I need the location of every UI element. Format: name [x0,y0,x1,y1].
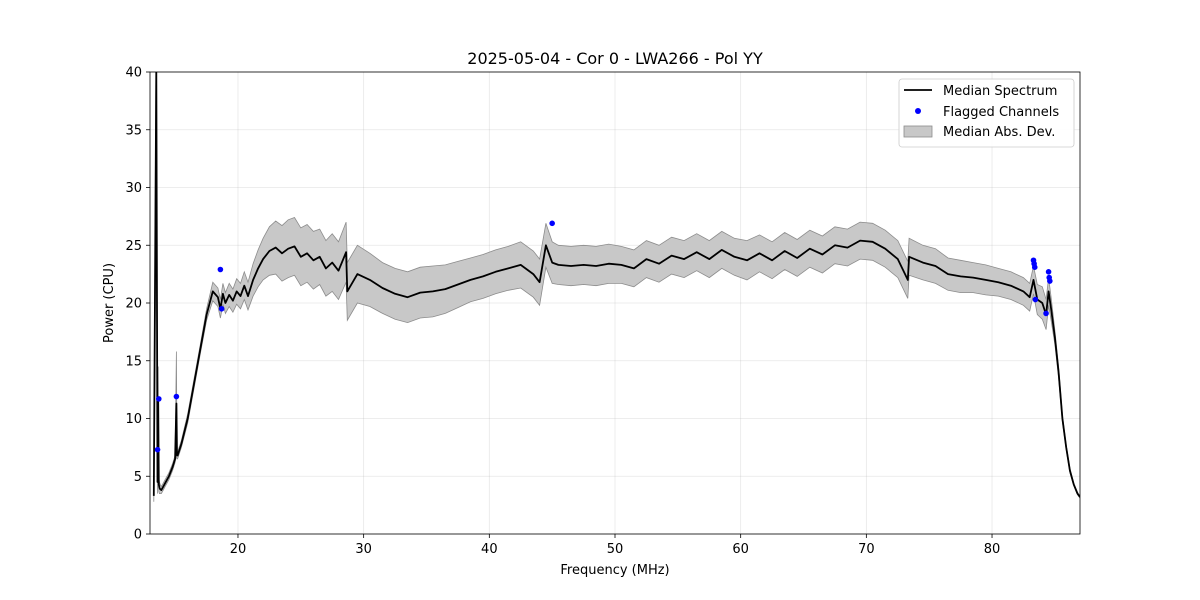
x-tick-label: 50 [607,542,624,557]
y-axis-label: Power (CPU) [102,263,117,343]
flagged-channel-point [1043,310,1049,317]
x-axis-ticks: 20 30 40 50 60 70 80 [230,534,1001,557]
median-abs-dev-band [153,72,1080,502]
y-tick-label: 10 [125,412,142,427]
x-tick-label: 20 [230,542,247,557]
x-tick-label: 80 [984,542,1001,557]
flagged-channel-point [549,220,555,227]
y-axis-ticks: 0 5 10 15 20 25 30 35 40 [125,66,150,543]
flagged-channel-point [1045,269,1052,275]
flagged-channel-point [1032,296,1039,303]
flagged-channel-point [217,266,224,273]
y-tick-label: 25 [125,239,142,254]
x-tick-label: 40 [481,542,498,557]
x-tick-label: 60 [732,542,749,557]
flagged-channel-point [173,393,180,400]
legend-flagged-swatch [915,108,921,114]
legend: Median Spectrum Flagged Channels Median … [898,78,1075,148]
plot-area [150,72,1080,534]
chart-title: 2025-05-04 - Cor 0 - LWA266 - Pol YY [467,49,763,68]
y-tick-label: 5 [134,470,142,485]
flagged-channel-point [1031,264,1038,270]
legend-mad-swatch [903,125,933,138]
flagged-channel-point [218,305,225,312]
flagged-channel-point [1047,278,1053,284]
y-tick-label: 20 [125,297,142,312]
x-axis-label: Frequency (MHz) [560,563,669,578]
x-tick-label: 70 [858,542,875,557]
legend-median-label: Median Spectrum [943,84,1057,99]
y-tick-label: 30 [125,181,142,196]
y-tick-label: 15 [125,354,142,369]
legend-mad-label: Median Abs. Dev. [943,125,1055,140]
flagged-channels-points [154,220,1053,453]
x-grid [237,72,993,534]
legend-flagged-label: Flagged Channels [943,105,1059,120]
x-tick-label: 30 [355,542,372,557]
y-tick-label: 40 [125,66,142,81]
flagged-channel-point [154,446,161,453]
y-tick-label: 35 [125,123,142,138]
y-tick-label: 0 [134,528,142,543]
flagged-channel-point [155,396,162,402]
median-spectrum-line [152,72,1080,498]
legend-box [898,78,1075,148]
